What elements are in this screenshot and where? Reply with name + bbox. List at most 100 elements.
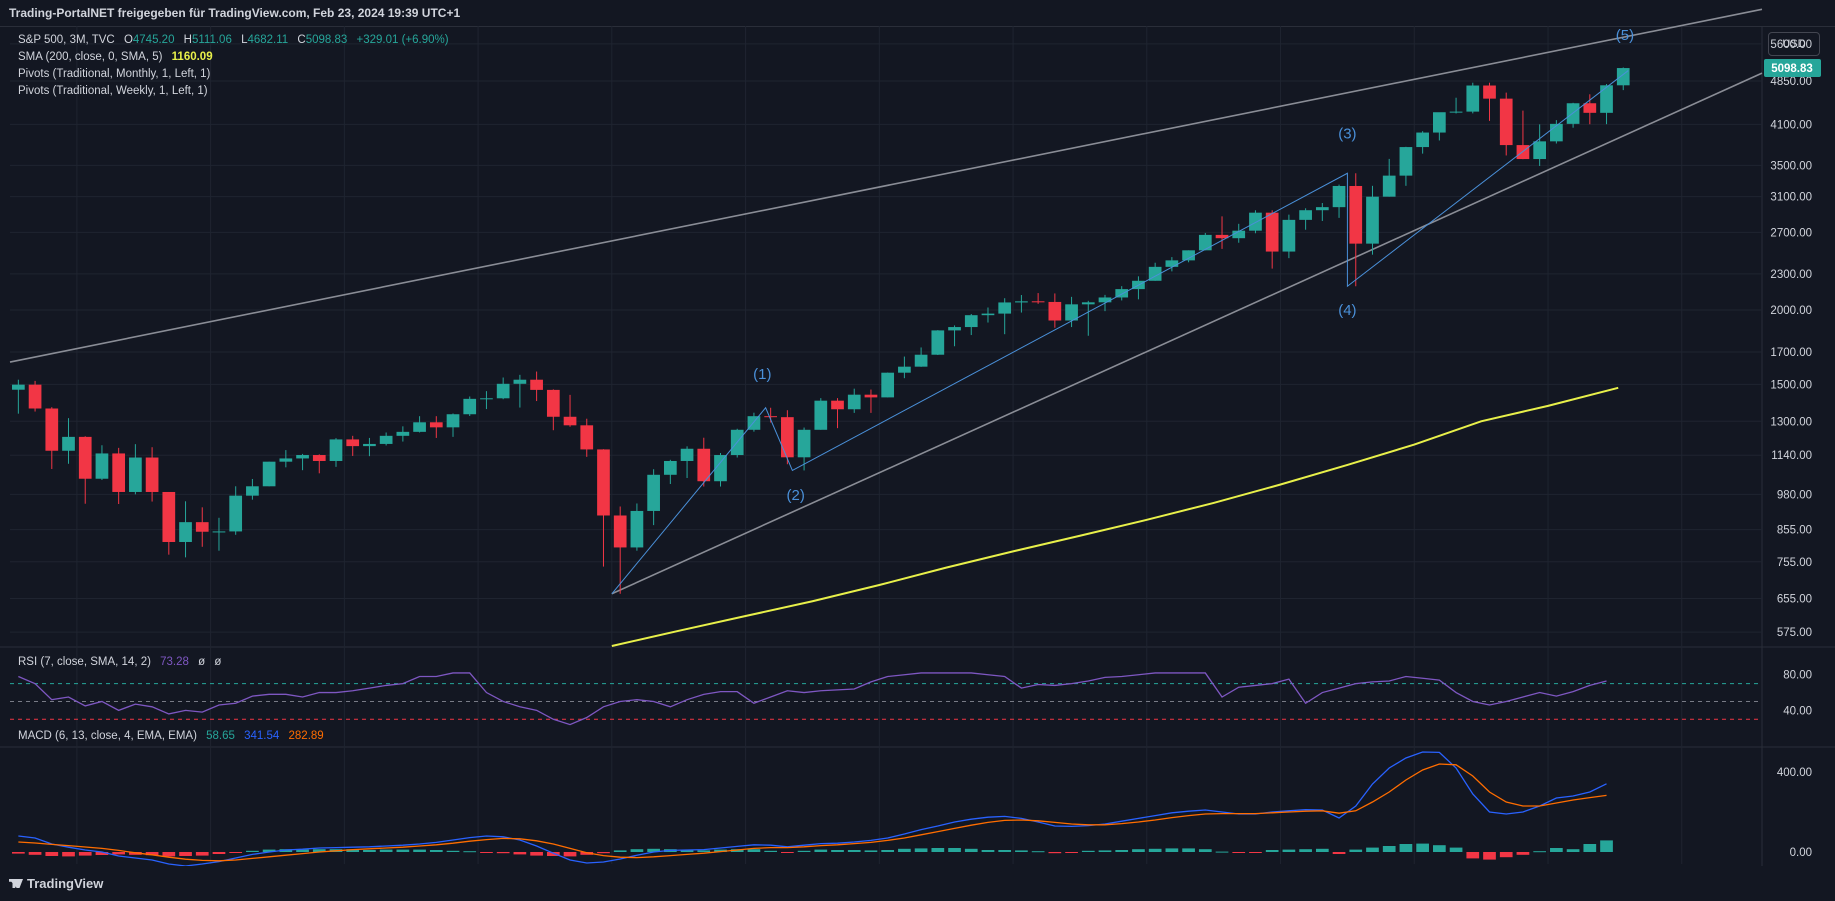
macd-histogram-bar xyxy=(1449,847,1463,852)
macd-y-tick-label: 0.00 xyxy=(1790,847,1812,859)
macd-histogram-bar xyxy=(881,850,895,852)
candle-body xyxy=(496,383,510,399)
y-tick-label: 2300.00 xyxy=(1770,269,1812,281)
candle-body xyxy=(814,400,828,430)
candle xyxy=(246,478,259,500)
candle-body xyxy=(1466,85,1480,112)
y-tick-label: 2000.00 xyxy=(1770,305,1812,317)
candle xyxy=(647,469,660,526)
candle xyxy=(1198,232,1212,251)
candle-body xyxy=(1232,230,1246,239)
pivots-weekly-legend[interactable]: Pivots (Traditional, Weekly, 1, Left, 1) xyxy=(18,85,208,97)
rsi-legend[interactable]: RSI (7, close, SMA, 14, 2) 73.28 ø ø xyxy=(18,656,221,668)
candle-body xyxy=(1533,141,1547,160)
macd-signal-value: 282.89 xyxy=(288,730,324,742)
macd-histogram-bar xyxy=(1399,844,1413,852)
y-tick-label: 755.00 xyxy=(1777,557,1812,569)
candle-body xyxy=(931,330,945,355)
candle xyxy=(1382,158,1396,197)
rsi-y-tick-label: 40.00 xyxy=(1783,705,1812,717)
high-value: 5111.06 xyxy=(191,34,232,46)
macd-histogram-bar xyxy=(212,852,226,854)
candle xyxy=(1182,250,1195,263)
candle xyxy=(1232,223,1246,243)
candle-body xyxy=(864,394,878,398)
macd-histogram-bar xyxy=(630,849,644,852)
macd-histogram-bar xyxy=(1583,844,1597,852)
candle-body xyxy=(12,384,25,390)
macd-histogram-bar xyxy=(1315,848,1329,852)
sma-value: 1160.09 xyxy=(171,51,213,63)
currency-button[interactable]: USD xyxy=(1768,32,1820,56)
candle xyxy=(1550,120,1563,144)
candle-body xyxy=(647,474,660,511)
candle-body xyxy=(212,531,226,533)
macd-histogram-bar xyxy=(747,849,761,852)
tradingview-logo[interactable]: TradingView xyxy=(9,876,103,891)
candle xyxy=(613,506,627,594)
candle xyxy=(496,377,510,400)
macd-histogram-bar xyxy=(1282,849,1296,852)
chart-canvas[interactable]: 2001200320052007200920112013201520172019… xyxy=(0,0,1835,866)
candle-body xyxy=(1065,304,1078,321)
candle-body xyxy=(1031,301,1045,303)
candle xyxy=(1315,203,1329,221)
candle xyxy=(12,379,25,414)
macd-histogram-bar xyxy=(1566,849,1580,852)
candle xyxy=(1299,208,1312,230)
candle-body xyxy=(1399,147,1413,176)
candle-body xyxy=(914,354,928,367)
macd-histogram-bar xyxy=(998,850,1012,852)
macd-histogram-bar xyxy=(346,849,360,852)
macd-histogram-bar xyxy=(1265,850,1279,852)
macd-histogram-bar xyxy=(1215,851,1229,853)
macd-histogram-bar xyxy=(546,852,560,856)
candle-body xyxy=(379,435,393,444)
candle-body xyxy=(346,439,360,447)
candle xyxy=(513,374,527,408)
macd-histogram-bar xyxy=(1165,848,1179,852)
macd-label: MACD (6, 13, close, 4, EMA, EMA) xyxy=(18,730,197,742)
candle-body xyxy=(112,453,126,492)
candle-body xyxy=(714,455,727,482)
candle xyxy=(346,435,360,456)
candle xyxy=(396,426,410,442)
candle-body xyxy=(413,422,426,432)
candle-body xyxy=(1332,185,1346,208)
candle-body xyxy=(129,457,142,492)
macd-histogram-bar xyxy=(1031,851,1045,853)
pivots-monthly-legend[interactable]: Pivots (Traditional, Monthly, 1, Left, 1… xyxy=(18,68,210,80)
macd-histogram-bar xyxy=(1349,849,1363,852)
candle-body xyxy=(1432,112,1446,133)
candle xyxy=(62,418,75,464)
macd-histogram-bar xyxy=(229,852,243,853)
y-tick-label: 1300.00 xyxy=(1770,416,1812,428)
sma-label: SMA (200, close, 0, SMA, 5) xyxy=(18,51,163,63)
candle-body xyxy=(229,495,243,532)
high-label: H xyxy=(183,34,192,46)
candle xyxy=(847,388,861,413)
y-tick-label: 655.00 xyxy=(1777,593,1812,605)
macd-histogram-bar xyxy=(446,850,460,852)
candle-body xyxy=(1315,207,1329,211)
candle xyxy=(1249,210,1262,234)
candle xyxy=(1349,173,1363,287)
candle-body xyxy=(1265,212,1279,252)
macd-histogram-bar xyxy=(296,849,309,852)
candle-body xyxy=(546,389,560,417)
candle xyxy=(1399,146,1413,186)
brand-name: TradingView xyxy=(27,876,104,891)
rsi-value: 73.28 xyxy=(160,656,189,668)
candle-body xyxy=(981,313,995,316)
macd-legend[interactable]: MACD (6, 13, close, 4, EMA, EMA) 58.65 3… xyxy=(18,730,324,742)
candle xyxy=(229,486,243,535)
candle xyxy=(730,428,744,458)
sma-legend[interactable]: SMA (200, close, 0, SMA, 5) 1160.09 xyxy=(18,51,213,63)
y-tick-label: 5600.00 xyxy=(1770,39,1812,51)
macd-histogram-bar xyxy=(78,852,92,856)
candle-body xyxy=(1098,297,1112,303)
macd-histogram-bar xyxy=(413,849,426,852)
macd-histogram-bar xyxy=(1416,843,1429,852)
macd-histogram-bar xyxy=(1198,849,1212,852)
candle xyxy=(948,325,961,347)
